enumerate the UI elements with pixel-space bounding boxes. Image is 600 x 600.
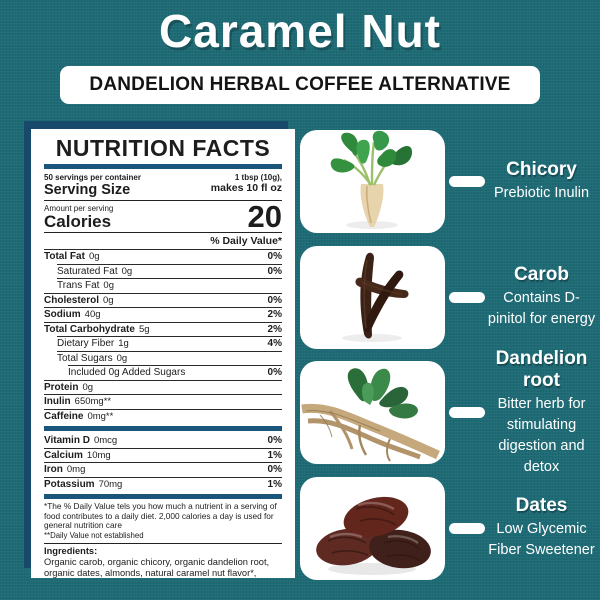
vitamin-row: Iron 0mg 0% bbox=[44, 462, 282, 475]
nutrient-row: Trans Fat 0g bbox=[57, 278, 282, 293]
callout-title: Dandelion root bbox=[495, 347, 588, 391]
daily-value-header: % Daily Value* bbox=[44, 232, 282, 249]
callout-text-carob: Carob Contains D-pinitol for energy bbox=[486, 264, 597, 330]
vitamin-row: Calcium 10mg 1% bbox=[44, 447, 282, 461]
divider-bar bbox=[44, 494, 282, 499]
nutrient-row: Cholesterol 0g 0% bbox=[44, 292, 282, 306]
nutrient-row: Included 0g Added Sugars 0% bbox=[68, 365, 282, 378]
callout-description: Contains D-pinitol for energy bbox=[487, 290, 596, 327]
chicory-root-image bbox=[330, 130, 412, 229]
calories-value: 20 bbox=[247, 199, 282, 234]
serving-size-value: 1 tbsp (10g), bbox=[234, 173, 282, 182]
daily-value-note: **Daily Value not established bbox=[44, 530, 144, 540]
connector-bar bbox=[449, 176, 485, 187]
nutrient-row: Inulin 650mg** bbox=[44, 394, 282, 409]
subtitle-banner: DANDELION HERBAL COFFEE ALTERNATIVE bbox=[60, 66, 540, 104]
nutrition-facts-title: NUTRITION FACTS bbox=[55, 135, 271, 161]
dandelion-root-image bbox=[301, 368, 440, 462]
ingredient-callouts: Chicory Prebiotic Inulin Carob Contains … bbox=[300, 130, 597, 592]
connector-bar bbox=[449, 522, 485, 534]
callout-dandelion-root: Dandelion root Bitter herb for stimulati… bbox=[300, 348, 597, 475]
ingredients-text: Organic carob, organic chicory, organic … bbox=[44, 557, 270, 578]
dates-image bbox=[316, 496, 431, 575]
vitamin-row: Vitamin D 0mcg 0% bbox=[44, 435, 282, 446]
nutrient-row: Total Fat 0g 0% bbox=[44, 249, 282, 262]
callout-title: Carob bbox=[514, 264, 569, 285]
callout-chicory: Chicory Prebiotic Inulin bbox=[300, 130, 597, 233]
nutrient-row: Protein 0g bbox=[44, 379, 282, 395]
chicory-root-image bbox=[300, 130, 445, 233]
callout-description: Low Glycemic Fiber Sweetener bbox=[488, 521, 595, 558]
page-title: Caramel Nut bbox=[159, 5, 441, 57]
callout-title: Dates bbox=[515, 495, 568, 516]
callout-text-dandelion-root: Dandelion root Bitter herb for stimulati… bbox=[486, 348, 597, 478]
callout-carob: Carob Contains D-pinitol for energy bbox=[300, 245, 597, 349]
calories-label: Calories bbox=[44, 212, 112, 231]
vitamin-row: Potassium 70mg 1% bbox=[44, 476, 282, 490]
nutrient-row: Sodium 40g 2% bbox=[44, 307, 282, 320]
nutrient-row: Caffeine 0mg** bbox=[44, 408, 282, 424]
divider-bar bbox=[44, 426, 282, 431]
serving-size-value2: makes 10 fl oz bbox=[210, 182, 282, 194]
divider-bar bbox=[44, 164, 282, 169]
nutrient-row: Total Sugars 0g bbox=[57, 350, 282, 366]
calories-row: Amount per serving Calories 20 bbox=[44, 201, 282, 232]
serving-size-row: 50 servings per container Serving Size 1… bbox=[44, 172, 282, 200]
callout-title: Chicory bbox=[506, 159, 577, 180]
nutrient-row: Dietary Fiber 1g 4% bbox=[57, 336, 282, 349]
dandelion-root-image bbox=[300, 361, 445, 464]
connector-bar bbox=[449, 407, 485, 418]
nutrient-row: Total Carbohydrate 5g 2% bbox=[44, 321, 282, 335]
callout-description: Bitter herb for stimulating digestion an… bbox=[497, 395, 586, 475]
amount-per-serving: Amount per serving bbox=[44, 204, 114, 213]
divider-line bbox=[44, 200, 282, 201]
nutrient-row: Saturated Fat 0g 0% bbox=[57, 263, 282, 277]
daily-value-footnote: *The % Daily Value tels you how much a n… bbox=[44, 501, 277, 530]
nutrition-facts-label: NUTRITION FACTS 50 servings per containe… bbox=[31, 129, 295, 578]
callout-description: Prebiotic Inulin bbox=[493, 185, 590, 201]
callout-text-dates: Dates Low Glycemic Fiber Sweetener bbox=[486, 495, 597, 561]
ingredients-label: Ingredients: bbox=[44, 546, 98, 556]
carob-pods-image bbox=[300, 245, 445, 349]
dates-image bbox=[300, 476, 445, 580]
serving-size-label: Serving Size bbox=[44, 182, 131, 198]
connector-bar bbox=[449, 291, 485, 303]
callout-text-chicory: Chicory Prebiotic Inulin bbox=[486, 159, 597, 204]
callout-dates: Dates Low Glycemic Fiber Sweetener bbox=[300, 476, 597, 580]
servings-per-container: 50 servings per container bbox=[44, 173, 141, 182]
carob-pods-image bbox=[342, 252, 409, 342]
divider-line bbox=[44, 543, 282, 544]
